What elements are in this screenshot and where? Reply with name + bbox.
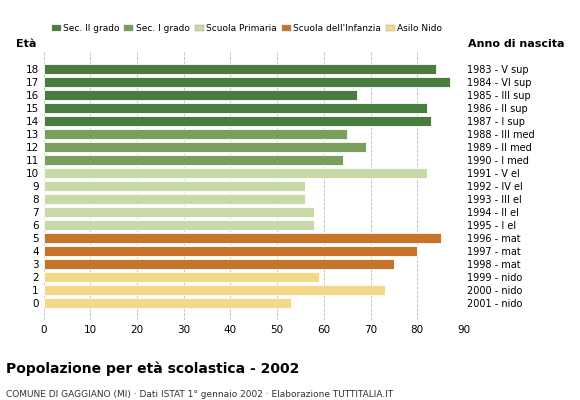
- Bar: [44, 77, 450, 87]
- Bar: [44, 194, 305, 204]
- Bar: [44, 103, 427, 113]
- Text: COMUNE DI GAGGIANO (MI) · Dati ISTAT 1° gennaio 2002 · Elaborazione TUTTITALIA.I: COMUNE DI GAGGIANO (MI) · Dati ISTAT 1° …: [6, 390, 393, 399]
- Bar: [44, 272, 319, 282]
- Bar: [44, 116, 432, 126]
- Bar: [44, 233, 441, 243]
- Bar: [44, 129, 347, 139]
- Bar: [44, 220, 314, 230]
- Bar: [44, 259, 394, 269]
- Bar: [44, 207, 314, 217]
- Bar: [44, 90, 357, 100]
- Bar: [44, 246, 417, 256]
- Bar: [44, 168, 427, 178]
- Bar: [44, 64, 436, 74]
- Legend: Sec. II grado, Sec. I grado, Scuola Primaria, Scuola dell'Infanzia, Asilo Nido: Sec. II grado, Sec. I grado, Scuola Prim…: [48, 20, 446, 37]
- Text: Età: Età: [16, 39, 37, 49]
- Bar: [44, 181, 305, 191]
- Bar: [44, 142, 366, 152]
- Bar: [44, 285, 385, 295]
- Text: Popolazione per età scolastica - 2002: Popolazione per età scolastica - 2002: [6, 362, 299, 376]
- Bar: [44, 155, 343, 165]
- Text: Anno di nascita: Anno di nascita: [468, 39, 565, 49]
- Bar: [44, 298, 291, 308]
